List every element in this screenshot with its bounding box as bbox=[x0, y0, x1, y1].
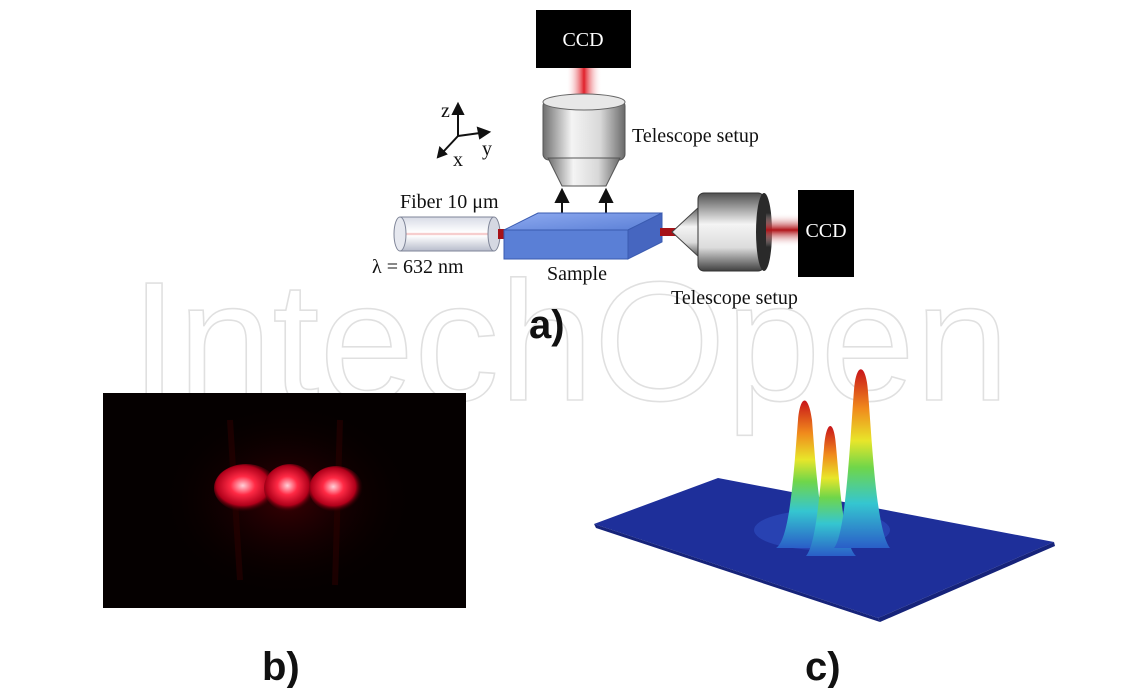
axis-z-label: z bbox=[441, 100, 450, 122]
mode-spot-right bbox=[309, 466, 363, 512]
ccd-top-label: CCD bbox=[562, 29, 603, 51]
panel-label-a: a) bbox=[529, 303, 565, 347]
sample-label: Sample bbox=[547, 263, 607, 285]
telescope-right bbox=[671, 192, 772, 272]
intensity-surface-plot bbox=[594, 369, 1055, 622]
sample-slab bbox=[503, 212, 663, 260]
panel-label-b: b) bbox=[262, 645, 300, 688]
telescope-right-label: Telescope setup bbox=[671, 287, 798, 309]
axis-y-label: y bbox=[482, 138, 492, 160]
wavelength-label: λ = 632 nm bbox=[372, 256, 464, 278]
fiber bbox=[393, 216, 501, 252]
axis-x-label: x bbox=[453, 149, 463, 171]
output-beam bbox=[660, 228, 678, 236]
ccd-mode-image bbox=[103, 393, 466, 608]
ccd-right bbox=[798, 190, 854, 277]
telescope-top-label: Telescope setup bbox=[632, 125, 759, 147]
right-beam bbox=[766, 213, 800, 247]
telescope-top bbox=[542, 93, 626, 187]
ccd-right-label: CCD bbox=[805, 220, 846, 242]
peak-right bbox=[834, 369, 890, 548]
setup-schematic: CCD Telescope setup z x y bbox=[372, 10, 854, 309]
coordinate-axes-icon bbox=[436, 101, 492, 159]
mode-spot-left bbox=[214, 464, 278, 512]
fiber-label: Fiber 10 μm bbox=[400, 191, 499, 213]
mode-spot-center bbox=[264, 464, 316, 512]
panel-label-c: c) bbox=[805, 645, 841, 688]
ccd-top bbox=[536, 10, 631, 68]
